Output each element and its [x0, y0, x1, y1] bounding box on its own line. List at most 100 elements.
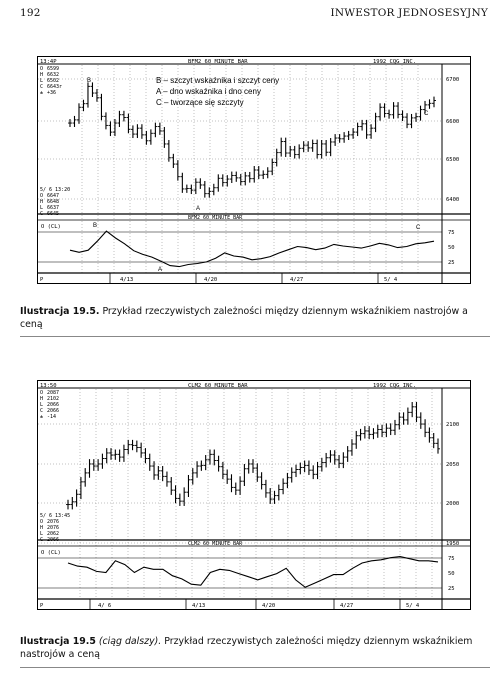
price-bar: [382, 103, 387, 118]
price-bar: [281, 478, 286, 495]
price-bar: [173, 485, 178, 504]
price-bar: [388, 423, 393, 436]
price-bar: [157, 122, 162, 135]
price-bar: [375, 424, 380, 438]
osc-tick: 25: [448, 586, 455, 592]
price-bar: [100, 453, 105, 469]
ohlc-value: 6647: [47, 193, 59, 199]
price-bar: [126, 113, 131, 134]
price-bar: [418, 412, 423, 429]
chart-2-price-ticks: 2100 2050 2000 1950: [446, 422, 459, 547]
ohlc-value: 2066: [47, 408, 59, 414]
price-bar: [378, 103, 383, 121]
price-bar: [279, 137, 284, 157]
ohlc-label: ±: [40, 90, 43, 96]
chart-1-osc-ticks: 75 50 25: [448, 230, 455, 266]
ohlc-value: 6599: [47, 66, 59, 72]
chart-figure-2: 13:50 CLM2 60 MINUTE BAR 1992 CQG INC. O…: [37, 380, 471, 610]
ohlc-label: O: [40, 66, 43, 72]
price-bar: [432, 96, 436, 108]
ohlc-label: H: [40, 525, 43, 531]
price-bar: [351, 128, 356, 139]
price-bar: [233, 482, 238, 495]
price-bar: [306, 141, 311, 152]
chart-2-osc-title: CLM2 60 MINUTE BAR: [188, 541, 243, 547]
price-bar: [175, 160, 180, 181]
chart-2-title: CLM2 60 MINUTE BAR: [188, 383, 248, 389]
price-tick: 6500: [446, 157, 459, 163]
price-bar: [81, 99, 86, 112]
chart-1-osc-title: BFM2 60 MINUTE BAR: [188, 215, 243, 221]
marker-a-osc: A: [158, 267, 162, 273]
price-bar: [91, 459, 96, 471]
price-bar: [220, 461, 225, 480]
price-bar: [328, 138, 333, 157]
price-bar: [85, 82, 90, 108]
osc-tick: 75: [448, 230, 455, 236]
price-bar: [384, 423, 389, 438]
price-bar: [423, 100, 428, 114]
caption-1-text: Przykład rzeczywistych zależności między…: [20, 306, 468, 330]
price-bar: [216, 174, 221, 192]
price-bar: [251, 459, 255, 473]
legend-line: A – dno wskaźnika i dno ceny: [156, 87, 261, 96]
osc-tick: 50: [448, 245, 455, 251]
price-bar: [144, 130, 149, 145]
chart-1-osc-label: O (CL): [41, 224, 61, 230]
price-bar: [171, 153, 176, 169]
price-bar: [83, 468, 88, 487]
legend-line: B – szczyt wskaźnika i szczyt ceny: [156, 76, 279, 85]
price-bar: [302, 460, 307, 473]
price-bar: [270, 158, 275, 176]
price-bar: [109, 448, 114, 460]
price-bar: [319, 457, 324, 472]
chart-1-price-ticks: 6700 6600 6500 6400: [446, 77, 459, 203]
chart-1-ohlc-bottom: 5/ 6 13:20 O 6647 H 6648 L 6637 C 6645: [40, 187, 70, 217]
osc-tick: 75: [448, 556, 455, 562]
marker-a-price: A: [196, 206, 200, 212]
chart-2-ohlc-bottom: 5/ 6 13:45 O 2076 H 2076 L 2062 C 2066: [40, 513, 70, 543]
price-bar: [367, 426, 372, 440]
ohlc-value: 2066: [47, 537, 59, 543]
price-bar: [182, 487, 187, 506]
price-bar: [117, 110, 122, 127]
price-bar: [164, 471, 169, 487]
price-bar: [96, 459, 101, 471]
ohlc-value: 2076: [47, 525, 59, 531]
chart-2-time: 13:50: [40, 383, 57, 389]
price-bar: [160, 466, 165, 482]
price-bar: [139, 124, 144, 139]
price-bar: [332, 450, 337, 465]
price-bar: [301, 141, 306, 153]
price-bar: [153, 122, 158, 138]
price-bar: [337, 134, 342, 143]
price-tick: 1950: [446, 541, 459, 547]
chart-1-ohlc-top: O 6599 H 6632 L 6502 C 6643r ± +36: [40, 66, 62, 96]
svg-text:P: P: [40, 277, 44, 283]
price-bar: [68, 119, 72, 127]
price-bar: [99, 93, 104, 121]
price-bar: [177, 493, 182, 506]
price-bar: [238, 173, 243, 186]
price-bar: [341, 452, 346, 469]
price-bar: [216, 455, 221, 472]
ohlc-label: H: [40, 396, 43, 402]
chart-2-osc-ticks: 75 50 25: [448, 556, 455, 592]
ohlc-label: O: [40, 390, 43, 396]
price-bar: [315, 461, 320, 480]
price-bar: [147, 453, 152, 471]
price-bar: [203, 455, 208, 471]
ohlc-value: 2087: [47, 390, 59, 396]
caption-1-label: Ilustracja 19.5.: [20, 306, 100, 317]
price-bar: [288, 145, 293, 157]
price-bar: [180, 172, 185, 193]
price-bar: [283, 137, 288, 157]
chart-1-oscillator-line: [69, 230, 435, 268]
chart-1-price-bars: [68, 82, 436, 198]
price-bar: [112, 119, 117, 137]
price-bar: [234, 171, 239, 182]
date-line: 5/ 6 13:45: [40, 513, 70, 519]
date-tick: 5/ 4: [406, 603, 420, 609]
date-tick: 5/ 4: [384, 277, 398, 283]
ohlc-label: C: [40, 408, 43, 414]
